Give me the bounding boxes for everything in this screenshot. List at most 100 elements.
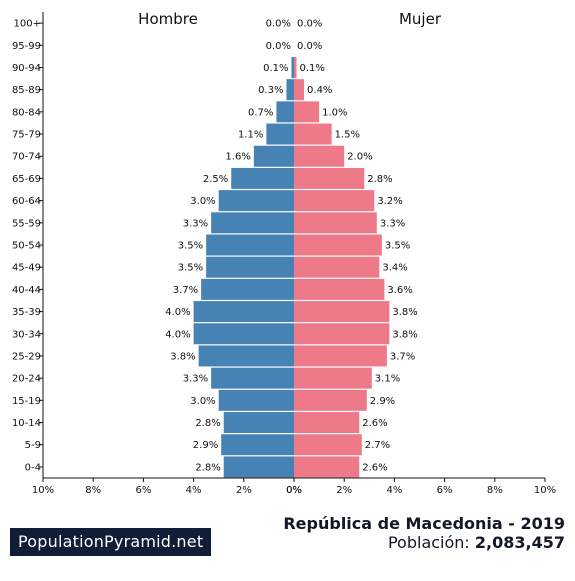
- male-value-label: 3.3%: [183, 218, 208, 229]
- age-group-label: 0-4: [25, 462, 41, 473]
- age-group-label: 50-54: [12, 241, 41, 252]
- population-pyramid-chart: Hombre Mujer 2.8% 2.6% 2.9% 2.7% 2.8% 2.6% 3.0…: [12, 10, 556, 496]
- male-value-label: 3.5%: [178, 241, 203, 252]
- male-value-label: 3.5%: [178, 263, 203, 274]
- female-label: Mujer: [399, 10, 442, 28]
- female-bar: [294, 301, 390, 323]
- x-tick-label: 6%: [135, 485, 151, 496]
- male-value-label: 3.0%: [190, 196, 215, 207]
- male-label: Hombre: [138, 10, 198, 28]
- x-tick-label: 2%: [336, 485, 352, 496]
- male-bar: [223, 412, 294, 434]
- male-value-label: 1.6%: [225, 152, 250, 163]
- female-bar: [294, 412, 360, 434]
- age-group-label: 45-49: [12, 263, 41, 274]
- female-bar: [294, 234, 382, 256]
- female-value-label: 1.5%: [335, 130, 360, 141]
- male-value-label: 1.1%: [238, 130, 263, 141]
- female-value-label: 0.0%: [297, 41, 322, 52]
- age-group-label: 60-64: [12, 196, 41, 207]
- x-tick-label: 10%: [534, 485, 556, 496]
- male-bar: [193, 323, 294, 345]
- age-group-label: 90-94: [12, 63, 41, 74]
- age-group-label: 15-19: [12, 396, 41, 407]
- male-value-label: 2.5%: [203, 174, 228, 185]
- female-bar: [294, 278, 385, 300]
- male-bar: [221, 434, 294, 456]
- female-value-label: 2.0%: [347, 152, 372, 163]
- age-group-label: 5-9: [25, 440, 41, 451]
- x-tick-label: 0%: [286, 485, 302, 496]
- age-group-label: 65-69: [12, 174, 41, 185]
- female-bar: [294, 256, 380, 278]
- x-tick-label: 8%: [85, 485, 101, 496]
- female-value-label: 3.6%: [387, 285, 412, 296]
- female-bar: [294, 456, 360, 478]
- age-group-label: 40-44: [12, 285, 41, 296]
- male-bar: [206, 256, 294, 278]
- male-bar: [291, 56, 294, 78]
- male-bar: [286, 79, 294, 101]
- female-bar: [294, 167, 365, 189]
- female-bar: [294, 345, 387, 367]
- age-group-label: 75-79: [12, 130, 41, 141]
- chart-title: República de Macedonia - 2019: [283, 514, 565, 533]
- female-bar: [294, 101, 320, 123]
- male-value-label: 3.8%: [170, 351, 195, 362]
- female-value-label: 2.9%: [370, 396, 395, 407]
- female-bar: [294, 367, 372, 389]
- female-value-label: 2.6%: [362, 418, 387, 429]
- male-bar: [198, 345, 294, 367]
- age-group-label: 95-99: [12, 41, 41, 52]
- male-value-label: 0.1%: [263, 63, 288, 74]
- female-bar: [294, 323, 390, 345]
- female-value-label: 3.3%: [380, 218, 405, 229]
- female-value-label: 3.5%: [385, 241, 410, 252]
- female-bar: [294, 56, 297, 78]
- male-bar: [253, 145, 294, 167]
- x-tick-label: 4%: [186, 485, 202, 496]
- age-group-label: 100+: [14, 19, 41, 30]
- female-value-label: 2.8%: [367, 174, 392, 185]
- male-value-label: 3.0%: [190, 396, 215, 407]
- x-tick-label: 4%: [386, 485, 402, 496]
- male-value-label: 4.0%: [165, 307, 190, 318]
- male-value-label: 3.7%: [173, 285, 198, 296]
- age-group-label: 10-14: [12, 418, 41, 429]
- male-value-label: 3.3%: [183, 374, 208, 385]
- female-bar: [294, 212, 377, 234]
- age-group-label: 30-34: [12, 329, 41, 340]
- age-group-label: 20-24: [12, 374, 41, 385]
- female-value-label: 3.8%: [392, 307, 417, 318]
- male-bar: [201, 278, 294, 300]
- male-bar: [211, 367, 294, 389]
- female-value-label: 3.7%: [390, 351, 415, 362]
- female-value-label: 3.4%: [382, 263, 407, 274]
- site-logo[interactable]: PopulationPyramid.net: [10, 528, 212, 556]
- female-value-label: 0.0%: [297, 19, 322, 30]
- female-bar: [294, 79, 305, 101]
- age-group-label: 70-74: [12, 152, 41, 163]
- female-value-label: 1.0%: [322, 107, 347, 118]
- male-bar: [223, 456, 294, 478]
- male-value-label: 4.0%: [165, 329, 190, 340]
- male-value-label: 0.0%: [266, 19, 291, 30]
- age-group-label: 55-59: [12, 218, 41, 229]
- population-value: 2,083,457: [474, 533, 565, 552]
- x-tick-label: 2%: [236, 485, 252, 496]
- male-bar: [211, 212, 294, 234]
- x-tick-label: 8%: [487, 485, 503, 496]
- female-bar: [294, 145, 345, 167]
- x-tick-label: 10%: [32, 485, 54, 496]
- female-bar: [294, 190, 375, 212]
- male-bar: [266, 123, 294, 145]
- male-value-label: 0.3%: [258, 85, 283, 96]
- female-value-label: 2.6%: [362, 462, 387, 473]
- female-bar: [294, 434, 362, 456]
- female-value-label: 0.1%: [300, 63, 325, 74]
- female-value-label: 2.7%: [365, 440, 390, 451]
- female-value-label: 3.1%: [375, 374, 400, 385]
- male-value-label: 2.9%: [193, 440, 218, 451]
- female-bar: [294, 389, 367, 411]
- male-value-label: 2.8%: [195, 462, 220, 473]
